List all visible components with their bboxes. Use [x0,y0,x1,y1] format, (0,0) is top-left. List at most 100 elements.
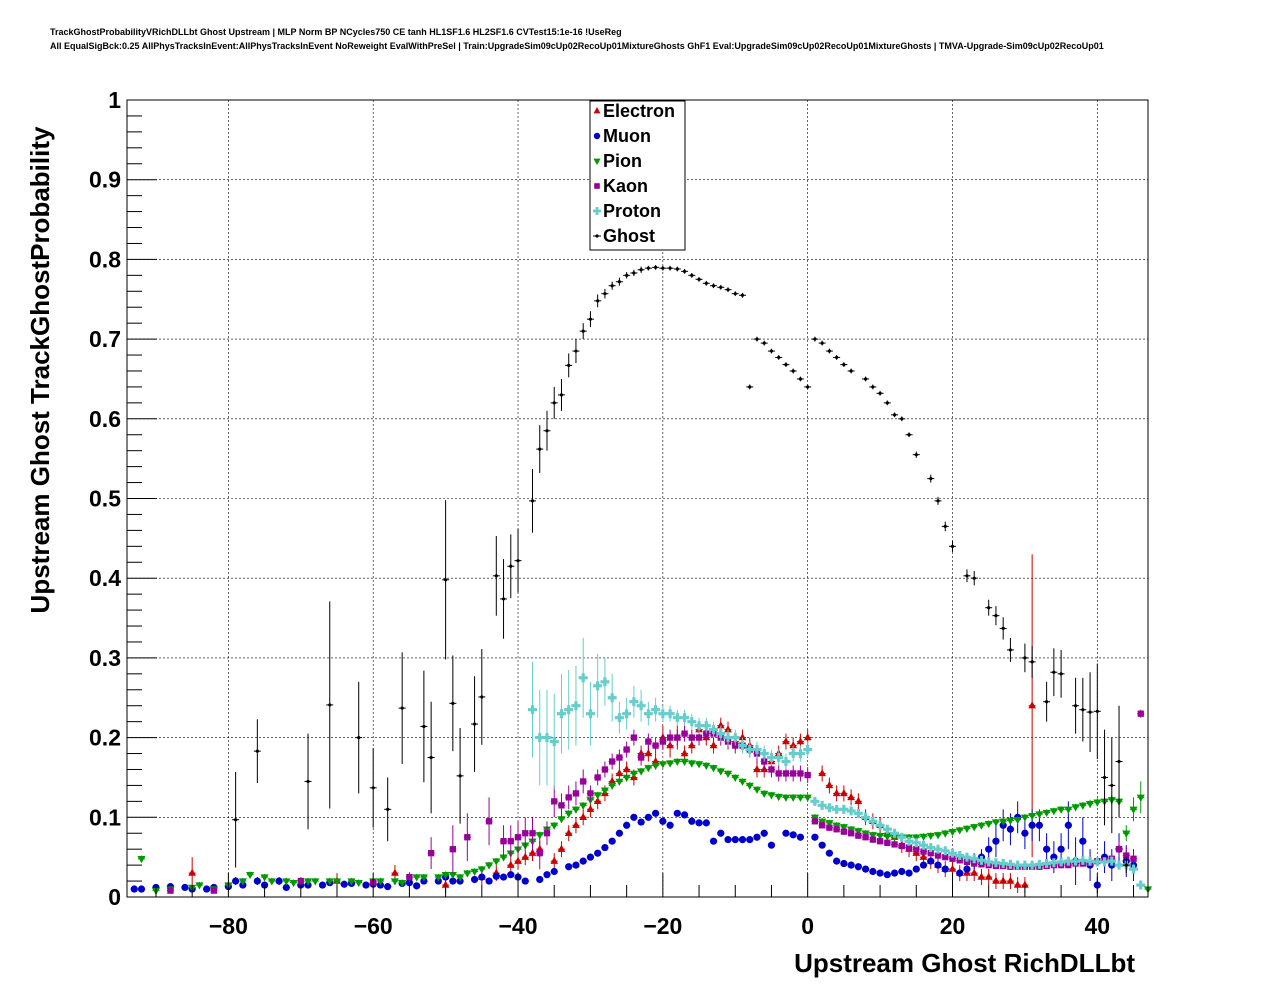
data-point [855,832,862,839]
data-point [904,836,914,846]
data-point [332,878,342,886]
data-point [167,887,174,894]
data-point [328,703,332,707]
data-point [1021,829,1029,837]
data-point [1124,863,1128,867]
data-point [1021,880,1029,888]
axis-ticks: −80 −60 −40 −20 0 20 40 0 0.1 0.2 0.3 0.4 0.5 0.6 0.7 0… [89,87,1135,939]
data-point [651,705,661,715]
data-point [623,821,631,829]
data-point [791,369,795,373]
data-point [557,844,566,852]
data-point [709,725,719,735]
data-point [441,871,450,880]
data-point [297,877,304,885]
data-point [919,861,928,869]
legend-label: Electron [603,101,675,121]
data-point [680,713,690,723]
data-point [318,881,327,889]
legend-label: Pion [603,151,642,171]
data-point [680,749,689,757]
data-point [737,741,747,751]
data-point [862,834,869,841]
data-point [282,883,290,892]
data-point [456,874,465,882]
data-point [687,717,697,727]
data-point [384,883,392,891]
data-point [472,722,477,726]
data-point [651,757,660,765]
data-point [1028,821,1036,829]
data-point [464,834,471,841]
data-point [594,849,602,857]
x-tick-label: 0 [801,913,814,939]
data-point [976,855,986,865]
data-point [956,857,963,864]
data-point [1052,670,1056,674]
data-point [441,880,450,888]
data-point [594,774,601,781]
y-tick-label: 0.5 [89,486,121,512]
data-point [704,281,708,285]
data-point [1057,806,1066,814]
data-point [998,859,1008,869]
data-point [557,816,566,824]
data-point [950,544,955,548]
data-point [861,865,870,873]
data-point [1042,809,1051,818]
data-point [1045,700,1049,704]
data-point [630,734,638,741]
data-point [717,829,725,837]
data-point [1005,859,1015,869]
data-point [768,766,775,773]
data-point [1092,857,1102,867]
data-point [470,875,479,884]
data-point [1107,856,1117,866]
data-point [580,778,587,785]
legend-entry-ghost: Ghost [593,226,655,246]
data-point [652,809,660,817]
data-point [571,701,581,711]
data-point [347,878,356,886]
data-point [529,830,536,837]
data-point [688,734,695,741]
legend-marker [593,207,601,216]
data-point [1093,799,1102,807]
data-point [543,830,551,837]
data-point [1071,804,1080,812]
data-point [777,355,781,360]
data-point [1030,660,1034,664]
x-tick-label: −20 [643,913,682,939]
data-point [746,836,754,844]
data-point [253,877,261,885]
data-point [565,863,573,871]
data-point [890,828,900,838]
data-point [755,337,759,341]
data-point [674,734,681,741]
data-point [311,878,320,886]
data-point [767,841,776,849]
data-point [782,737,790,745]
data-point [1043,845,1051,853]
data-point [238,878,247,886]
data-point [303,878,313,886]
data-point [914,453,918,457]
data-point [840,859,848,868]
data-point [617,280,621,284]
data-point [610,284,614,288]
data-point [1001,626,1005,631]
data-point [203,885,211,893]
data-point [875,820,885,830]
data-point [905,869,913,877]
data-point [1006,876,1015,884]
data-point [1064,806,1073,814]
data-point [840,828,848,835]
data-point [876,832,885,841]
data-point [137,885,146,893]
data-point [390,878,399,886]
data-point [507,838,514,845]
data-point [458,774,462,778]
data-point [480,695,484,699]
data-point [839,804,849,814]
data-point [593,792,602,800]
